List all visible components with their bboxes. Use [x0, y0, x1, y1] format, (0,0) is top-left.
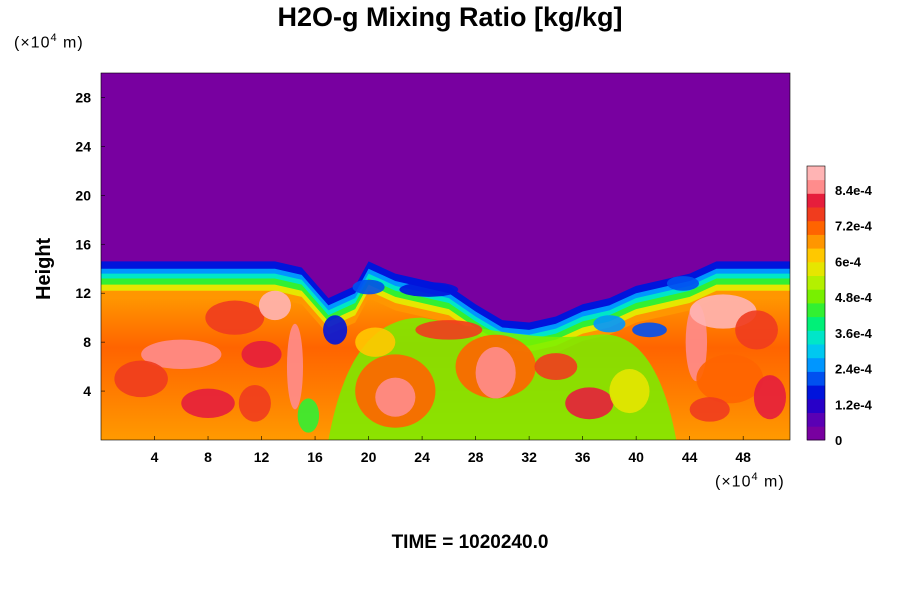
- y-tick-label: 20: [75, 187, 91, 203]
- eddy-7: [238, 384, 271, 422]
- x-tick-label: 40: [628, 449, 644, 465]
- colorbar-tick-label: 4.8e-4: [835, 290, 873, 305]
- colorbar-tick-label: 7.2e-4: [835, 219, 873, 234]
- eddy-27: [352, 279, 385, 295]
- eddy-14: [415, 320, 483, 340]
- eddy-29: [323, 315, 348, 345]
- eddy-2: [258, 290, 291, 321]
- colorbar-step: [807, 412, 825, 427]
- colorbar-step: [807, 398, 825, 413]
- colorbar-step: [807, 357, 825, 372]
- y-tick-label: 12: [75, 285, 91, 301]
- eddy-28: [666, 276, 700, 291]
- x-tick-label: 48: [735, 449, 751, 465]
- colorbar-step: [807, 371, 825, 386]
- eddy-5: [114, 360, 168, 398]
- x-tick-label: 28: [468, 449, 484, 465]
- x-tick-label: 4: [151, 449, 159, 465]
- colorbar-step: [807, 248, 825, 263]
- eddy-15: [534, 353, 578, 381]
- y-tick-label: 4: [83, 383, 91, 399]
- colorbar-step: [807, 275, 825, 290]
- eddy-4: [286, 323, 304, 410]
- x-tick-label: 32: [521, 449, 537, 465]
- colorbar-tick-label: 0: [835, 433, 842, 448]
- y-tick-label: 24: [75, 138, 91, 154]
- eddy-25: [689, 397, 730, 422]
- time-label: TIME = 1020240.0: [391, 532, 549, 553]
- y-tick-label: 16: [75, 236, 91, 252]
- eddy-11: [355, 327, 396, 357]
- eddy-3: [241, 340, 282, 368]
- eddy-24: [753, 375, 786, 420]
- eddy-17: [609, 369, 650, 414]
- colorbar-step: [807, 385, 825, 400]
- eddy-18: [593, 315, 626, 333]
- colorbar-step: [807, 234, 825, 249]
- eddy-10: [375, 377, 416, 417]
- eddy-23: [696, 354, 764, 404]
- x-tick-label: 20: [361, 449, 377, 465]
- colorbar-tick-label: 2.4e-4: [835, 362, 873, 377]
- x-tick-label: 16: [307, 449, 323, 465]
- chart-title: H2O-g Mixing Ratio [kg/kg]: [277, 2, 623, 32]
- x-tick-label: 12: [254, 449, 270, 465]
- x-axis-unit: (×104 m): [715, 471, 785, 491]
- colorbar-frame: [806, 165, 826, 441]
- colorbar-step: [807, 193, 825, 208]
- eddy-6: [181, 388, 235, 418]
- colorbar-step: [807, 166, 825, 181]
- x-tick-label: 8: [204, 449, 212, 465]
- colorbar-step: [807, 426, 825, 441]
- colorbar-step: [807, 207, 825, 222]
- y-tick-label: 8: [83, 334, 91, 350]
- colorbar: 0 1.2e-4 2.4e-4 3.6e-4 4.8e-4 6e-4 7.2e-4 8.4e-…: [806, 165, 873, 448]
- colorbar-step: [807, 289, 825, 304]
- colorbar-tick-label: 1.2e-4: [835, 397, 873, 412]
- y-axis-unit: (×104 m): [14, 32, 84, 52]
- colorbar-step: [807, 330, 825, 345]
- eddy-16: [565, 387, 614, 420]
- plot-frame: [100, 72, 791, 441]
- x-axis-ticks: 4 8 12 16 20 24 28 32 36 40 44 48: [151, 436, 751, 465]
- colorbar-step: [807, 261, 825, 276]
- colorbar-tick-label: 8.4e-4: [835, 183, 873, 198]
- x-tick-label: 24: [414, 449, 430, 465]
- eddy-26: [399, 282, 459, 297]
- eddy-0: [141, 339, 222, 370]
- x-tick-label: 36: [575, 449, 591, 465]
- y-tick-label: 28: [75, 89, 91, 105]
- x-tick-label: 44: [682, 449, 698, 465]
- colorbar-step: [807, 220, 825, 235]
- colorbar-step: [807, 316, 825, 331]
- colorbar-step: [807, 344, 825, 359]
- colorbar-tick-label: 3.6e-4: [835, 326, 873, 341]
- eddy-8: [297, 398, 320, 433]
- colorbar-step: [807, 303, 825, 318]
- eddy-19: [632, 322, 667, 338]
- eddy-1: [205, 300, 265, 335]
- heatmap-field: [101, 73, 790, 440]
- eddy-22: [735, 310, 778, 350]
- y-axis-ticks: 4 8 12 16 20 24 28: [75, 89, 105, 399]
- colorbar-tick-label: 6e-4: [835, 254, 862, 269]
- colorbar-step: [807, 179, 825, 194]
- eddy-13: [475, 347, 516, 399]
